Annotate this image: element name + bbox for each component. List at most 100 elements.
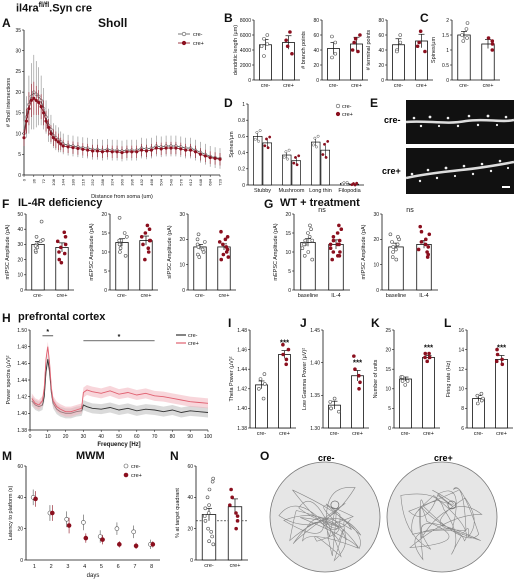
maze-label-left: cre- [318, 453, 335, 463]
B2-ytick-label-4: 80 [313, 18, 319, 24]
L-point-1-1 [500, 357, 504, 362]
N-xtick-label-1: cre+ [230, 563, 241, 569]
H-xtick-label-4: 40 [98, 434, 104, 440]
A-point-1-40 [179, 147, 183, 151]
L-xtick-label-1: cre+ [496, 431, 507, 437]
K-ytick-label-0: 0 [388, 426, 391, 432]
F3-point-1-6 [219, 229, 223, 234]
M-point-1-4 [100, 537, 105, 542]
panel-label-k: K [371, 316, 380, 330]
A-legend-label-1: cre+ [193, 41, 204, 47]
J-point-1-3 [353, 367, 357, 372]
N-point-0-0 [211, 542, 216, 547]
J-ylabel: Low Gamma Power (µV)² [302, 348, 308, 410]
G2-point-1-7 [419, 240, 424, 244]
A-point-1-0 [22, 136, 26, 140]
N-point-0-1 [210, 534, 214, 539]
G1-point-1-3 [335, 231, 340, 235]
F1-point-0-5 [33, 248, 38, 253]
H-band-cre+ [31, 341, 209, 417]
I-point-0-1 [257, 386, 261, 391]
F1-ytick-label-0: 0 [20, 288, 23, 294]
N-point-0-12 [203, 506, 208, 511]
F3-ylabel: sIPSC Amplitude (pA) [167, 225, 173, 278]
J-xtick-label-1: cre+ [352, 431, 363, 437]
I-ytick-label-3: 1.44 [237, 367, 247, 373]
F1-point-1-2 [59, 245, 63, 250]
H-ytick-label-6: 1.50 [17, 328, 27, 334]
A-xtick-label-1: 36 [31, 178, 36, 183]
J-point-0-0 [337, 409, 341, 414]
D-point-cre+-3-2 [353, 183, 357, 187]
maze-cre-minus-platform [330, 500, 340, 510]
M-legend-marker-1 [123, 472, 129, 478]
A-ytick-label-4: 20 [15, 90, 21, 96]
A-point-1-35 [154, 146, 158, 150]
I-point-0-2 [258, 377, 263, 381]
H-line-cre- [31, 359, 209, 414]
header-suffix: .Syn cre [49, 2, 92, 15]
N-ylabel: % at target quadrant [175, 488, 181, 538]
G1-point-1-4 [330, 257, 335, 262]
G2-point-1-10 [425, 255, 430, 259]
C-point-0-3 [465, 21, 470, 25]
G2-ylabel: mIPSC Amplitude (pA) [361, 224, 367, 279]
I-ytick-label-0: 1.38 [237, 426, 247, 432]
I-ytick-label-2: 1.42 [237, 387, 247, 393]
A-point-1-18 [71, 146, 75, 150]
F2-ytick-label-1: 5 [104, 269, 107, 275]
I-ytick-label-5: 1.48 [237, 328, 247, 334]
B2-point-1-4 [356, 49, 360, 54]
M-ylabel: Latency to platform (s) [8, 485, 14, 540]
I-point-0-0 [261, 396, 266, 401]
A-ytick-label-1: 5 [18, 152, 21, 158]
G1-point-1-12 [337, 223, 341, 228]
G1-point-0-8 [302, 242, 306, 247]
A-xtick-label-8: 288 [100, 178, 105, 185]
B1-ytick-label-4: 8000 [240, 18, 251, 24]
G1-point-0-11 [310, 238, 315, 243]
D-bar-cre--0 [253, 136, 263, 186]
F2-point-0-9 [117, 238, 122, 243]
L-xtick-label-0: cre- [474, 431, 484, 437]
C-ylabel: Spines/µm [431, 37, 437, 64]
D-legend-label-1: cre+ [342, 112, 353, 118]
C-point-0-0 [460, 33, 464, 37]
G2-point-1-8 [416, 247, 421, 252]
micrograph-label-top: cre- [384, 115, 401, 125]
D-point-cre+-0-0 [263, 144, 267, 148]
A-point-1-43 [193, 150, 198, 154]
panel-label-j: J [300, 316, 307, 330]
F2-ytick-label-2: 10 [101, 250, 107, 256]
D-ylabel: Spines/µm [229, 131, 235, 158]
I-point-1-3 [281, 342, 285, 347]
G2-point-1-6 [418, 224, 423, 229]
F3-point-0-5 [195, 242, 200, 247]
B3-point-1-2 [417, 40, 421, 45]
G1-ylabel: mEPSC Amplitude (pA) [273, 223, 279, 280]
M-point-1-3 [83, 535, 89, 541]
M-ytick-label-3: 60 [17, 464, 23, 470]
A-point-1-32 [139, 148, 144, 152]
F1-point-1-3 [63, 242, 68, 247]
F1-point-1-0 [57, 257, 62, 262]
G2-point-1-5 [423, 242, 428, 247]
D-point-cre--3-3 [345, 180, 349, 184]
panel-label-a: A [2, 16, 11, 30]
H-xlabel: Frequency [Hz] [97, 442, 140, 448]
D-ytick-label-0: 0 [242, 183, 245, 189]
N-point-1-3 [229, 487, 233, 492]
B1-point-1-3 [288, 30, 292, 34]
N-point-0-6 [205, 495, 210, 500]
B2-point-0-2 [330, 34, 334, 39]
M-ytick-label-1: 20 [17, 526, 23, 532]
F3-point-1-0 [219, 257, 224, 262]
F2-point-0-0 [118, 250, 122, 254]
G2-point-0-7 [394, 247, 398, 252]
K-point-1-2 [425, 359, 430, 364]
F2-ylabel: mEPSC Amplitude (pA) [89, 223, 95, 280]
A-xtick-label-7: 252 [90, 178, 95, 185]
F1-point-1-5 [55, 239, 60, 244]
F3-ytick-label-0: 0 [182, 288, 185, 294]
F2-point-1-9 [148, 238, 153, 243]
